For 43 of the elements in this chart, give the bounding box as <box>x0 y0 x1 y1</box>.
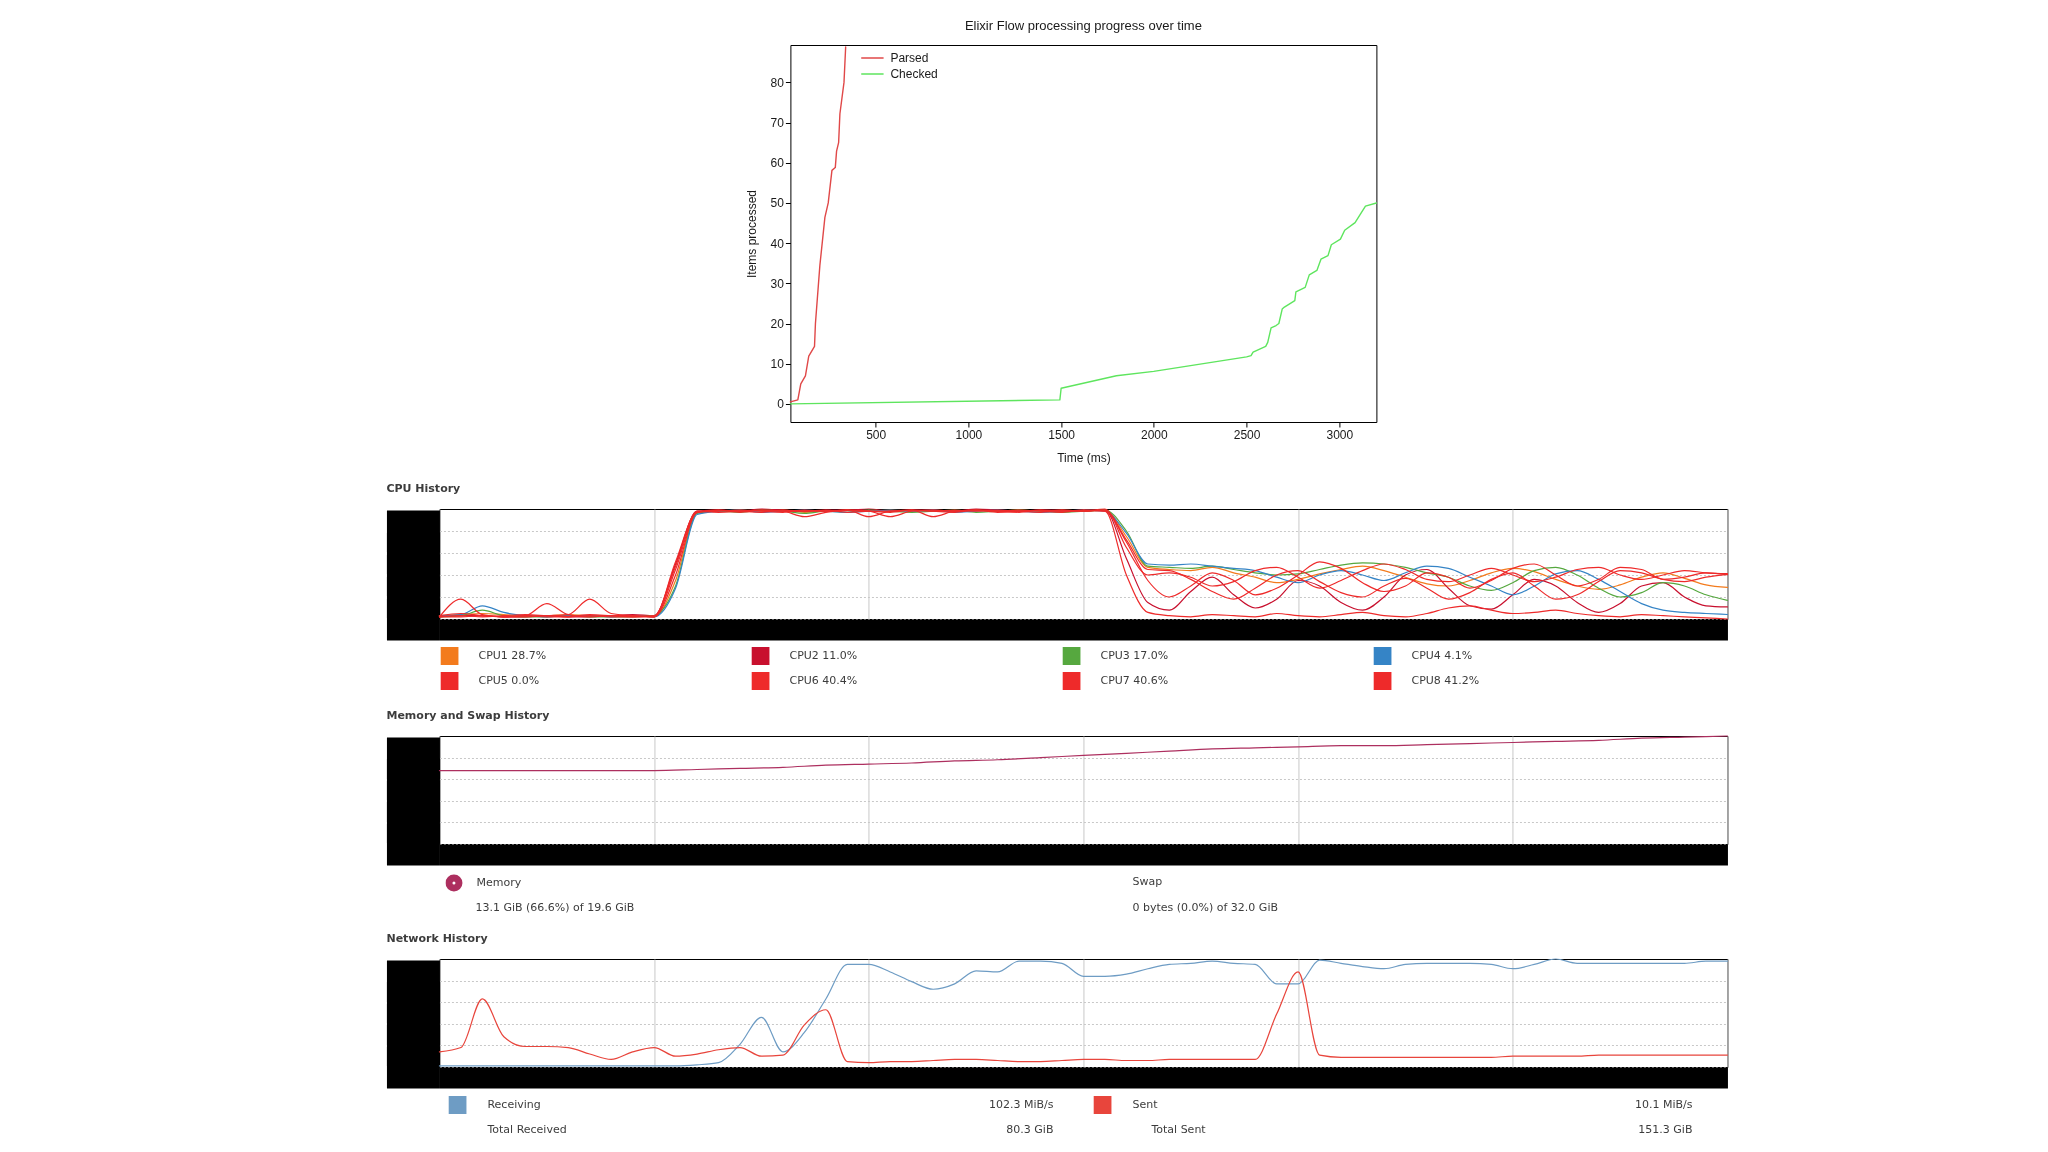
text: Total Received <box>486 1123 567 1136</box>
text: Total Sent <box>1150 1123 1207 1136</box>
legend-label: CPU7 40.6% <box>1100 674 1169 687</box>
chart-title: CPU History <box>386 482 461 496</box>
y-tick-label: 50 <box>770 196 785 211</box>
legend-label: Checked <box>890 67 938 81</box>
x-tick-label: 1500 <box>1048 427 1076 442</box>
y-tick-label: 60 <box>770 156 785 171</box>
legend-label: CPU4 4.1% <box>1411 649 1473 662</box>
text: Swap <box>1132 875 1163 888</box>
y-tick-label: 20 <box>770 317 785 332</box>
text: 10.1 MiB/s <box>1634 1098 1693 1111</box>
y-tick-label: 40 <box>770 236 785 251</box>
legend-label: CPU5 0.0% <box>478 674 540 687</box>
legend-label: CPU3 17.0% <box>1100 649 1169 662</box>
legend-label: Sent <box>1132 1098 1159 1111</box>
x-tick-label: 500 <box>866 427 887 442</box>
text: 80.3 GiB <box>1006 1123 1054 1136</box>
legend-label: Receiving <box>487 1098 541 1111</box>
chart-title: Network History <box>386 932 488 946</box>
legend-label: CPU2 11.0% <box>789 649 858 662</box>
text: 13.1 GiB (66.6%) of 19.6 GiB <box>475 901 635 914</box>
x-tick-label: 1000 <box>955 427 983 442</box>
text: 0 bytes (0.0%) of 32.0 GiB <box>1132 901 1278 914</box>
legend-label: Memory <box>476 876 522 889</box>
y-tick-label: 80 <box>770 75 785 90</box>
y-tick-label: 0 <box>777 397 785 412</box>
legend-label: CPU6 40.4% <box>789 674 858 687</box>
chart-title: Memory and Swap History <box>386 709 550 723</box>
chart-title: Elixir Flow processing progress over time <box>964 18 1202 33</box>
y-tick-label: 70 <box>770 116 785 131</box>
y-tick-label: 10 <box>770 357 785 372</box>
y-tick-label: 30 <box>770 276 785 291</box>
x-tick-label: 3000 <box>1326 427 1354 442</box>
text: 102.3 MiB/s <box>988 1098 1054 1111</box>
x-axis-title: Time (ms) <box>1057 450 1111 465</box>
x-tick-label: 2500 <box>1233 427 1261 442</box>
legend-label: CPU8 41.2% <box>1411 674 1480 687</box>
x-tick-label: 2000 <box>1141 427 1169 442</box>
y-axis-title: Items processed <box>744 189 759 279</box>
legend-label: Parsed <box>890 51 929 65</box>
legend-label: CPU1 28.7% <box>478 649 547 662</box>
text: 151.3 GiB <box>1638 1123 1693 1136</box>
